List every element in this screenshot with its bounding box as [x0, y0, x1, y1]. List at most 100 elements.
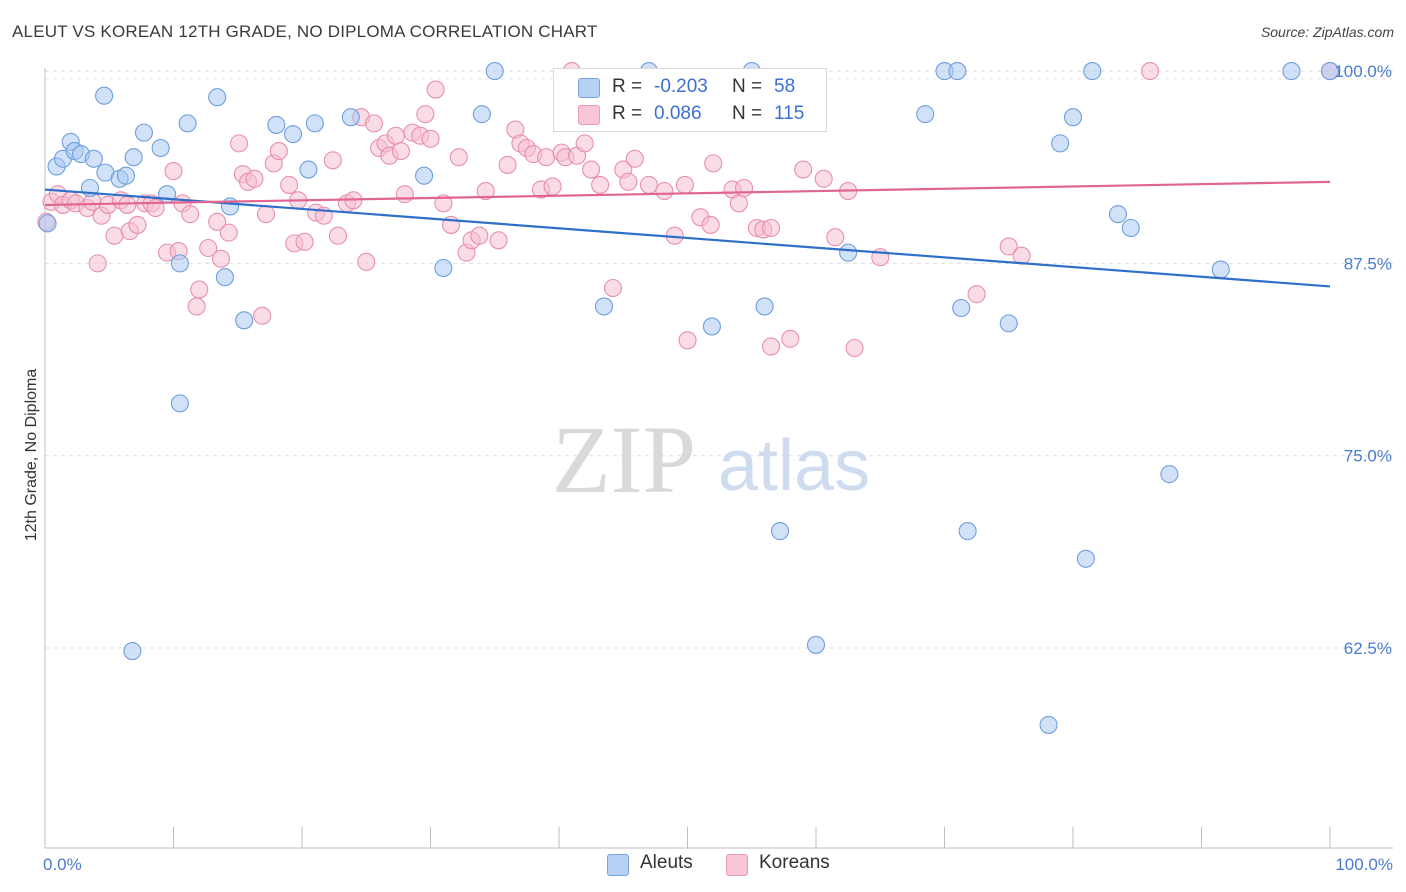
korean-swatch [726, 854, 748, 876]
x-tick-label: 0.0% [43, 855, 82, 874]
legend-r-label: R = [612, 103, 643, 124]
korean-point [794, 160, 813, 179]
korean-point [470, 226, 489, 245]
y-tick-label: 75.0% [1344, 447, 1392, 466]
aleut-point [178, 114, 197, 133]
aleut-point [1320, 62, 1340, 81]
legend-r-value: 0.086 [654, 103, 702, 124]
korean-point [323, 151, 342, 170]
bottom-legend-label: Koreans [759, 852, 830, 873]
korean-point [105, 226, 124, 245]
aleut-swatch [578, 78, 600, 98]
aleut-point [958, 522, 977, 541]
korean-point [675, 175, 694, 194]
aleut-point [341, 108, 360, 127]
aleut-point [1083, 62, 1102, 81]
korean-point [449, 148, 468, 167]
korean-point [489, 231, 508, 250]
aleut-point [415, 166, 434, 185]
korean-point [1012, 246, 1031, 265]
korean-point [678, 331, 697, 350]
korean-point [845, 338, 864, 358]
x-tick-labels: 0.0% 100.0% [43, 855, 1393, 874]
korean-point [164, 162, 183, 181]
aleut-point [116, 166, 136, 185]
korean-point [181, 205, 200, 224]
aleut-point [134, 123, 153, 142]
korean-trend-line [44, 180, 1331, 207]
chart-title: ALEUT VS KOREAN 12TH GRADE, NO DIPLOMA C… [12, 22, 598, 41]
aleut-point [305, 114, 324, 133]
korean-point [416, 105, 435, 124]
aleut-point [472, 105, 491, 124]
korean-point [704, 154, 723, 173]
korean-point [395, 185, 414, 204]
watermark-atlas: atlas [718, 426, 870, 506]
legend-n-label: N = [732, 76, 763, 97]
aleut-point [1063, 108, 1083, 127]
korean-point [187, 297, 206, 316]
aleut-point [124, 148, 143, 167]
aleut-point [755, 297, 774, 316]
x-tick-label: 100.0% [1335, 855, 1393, 874]
aleut-point [235, 311, 254, 330]
korean-point [591, 175, 610, 194]
aleut-point [434, 258, 453, 278]
korean-point [781, 329, 800, 348]
korean-point [295, 232, 314, 251]
korean-point [328, 226, 348, 245]
legend-n-label: N = [732, 103, 763, 124]
legend-row-koreans: R = 0.086 N = 115 [554, 101, 826, 127]
korean-point [421, 129, 440, 148]
korean-point [190, 280, 209, 299]
aleut-point [999, 314, 1018, 333]
korean-point [391, 142, 410, 161]
korean-point [761, 218, 781, 238]
aleut-point [38, 214, 57, 233]
korean-point [537, 148, 556, 167]
korean-point [364, 114, 384, 133]
aleut-point [806, 635, 826, 654]
korean-point [826, 228, 845, 247]
legend-r-value: -0.203 [654, 76, 708, 97]
aleut-point [594, 297, 614, 316]
aleut-trend-line [44, 188, 1331, 288]
korean-point [386, 126, 405, 145]
korean-point [603, 278, 623, 298]
korean-point [729, 194, 748, 213]
korean-point [426, 80, 445, 99]
aleut-point [948, 62, 967, 81]
korean-point [999, 237, 1018, 256]
korean-point [229, 134, 249, 153]
legend-n-value: 58 [774, 76, 796, 97]
korean-point [498, 155, 517, 174]
bottom-legend-label: Aleuts [640, 852, 693, 873]
aleut-point [1121, 218, 1140, 238]
legend-row-aleuts: R = -0.203 N = 58 [554, 74, 826, 100]
korean-point [543, 177, 562, 196]
aleut-point [1160, 465, 1179, 484]
korean-point [1141, 62, 1160, 81]
aleut-point [170, 254, 189, 273]
aleut-point [95, 86, 114, 105]
y-tick-labels: 62.5% 75.0% 87.5% 100.0% [1334, 62, 1392, 658]
aleut-point [1108, 205, 1128, 224]
aleut-point [215, 268, 234, 287]
legend-n-value: 115 [774, 103, 805, 124]
aleut-point [952, 298, 971, 318]
korean-point [761, 337, 781, 356]
y-tick-label: 87.5% [1344, 254, 1392, 273]
korean-point [625, 149, 644, 168]
korean-point [128, 215, 147, 234]
aleut-point [151, 138, 170, 158]
aleut-point [170, 394, 189, 413]
korean-point [256, 205, 276, 224]
korean-point [245, 169, 264, 188]
aleut-point [485, 62, 504, 81]
korean-point [639, 175, 659, 194]
trend-lines [44, 180, 1331, 288]
aleut-point [1076, 549, 1095, 568]
aleut-point [770, 522, 790, 541]
korean-point [701, 215, 720, 234]
aleut-point [267, 115, 286, 134]
